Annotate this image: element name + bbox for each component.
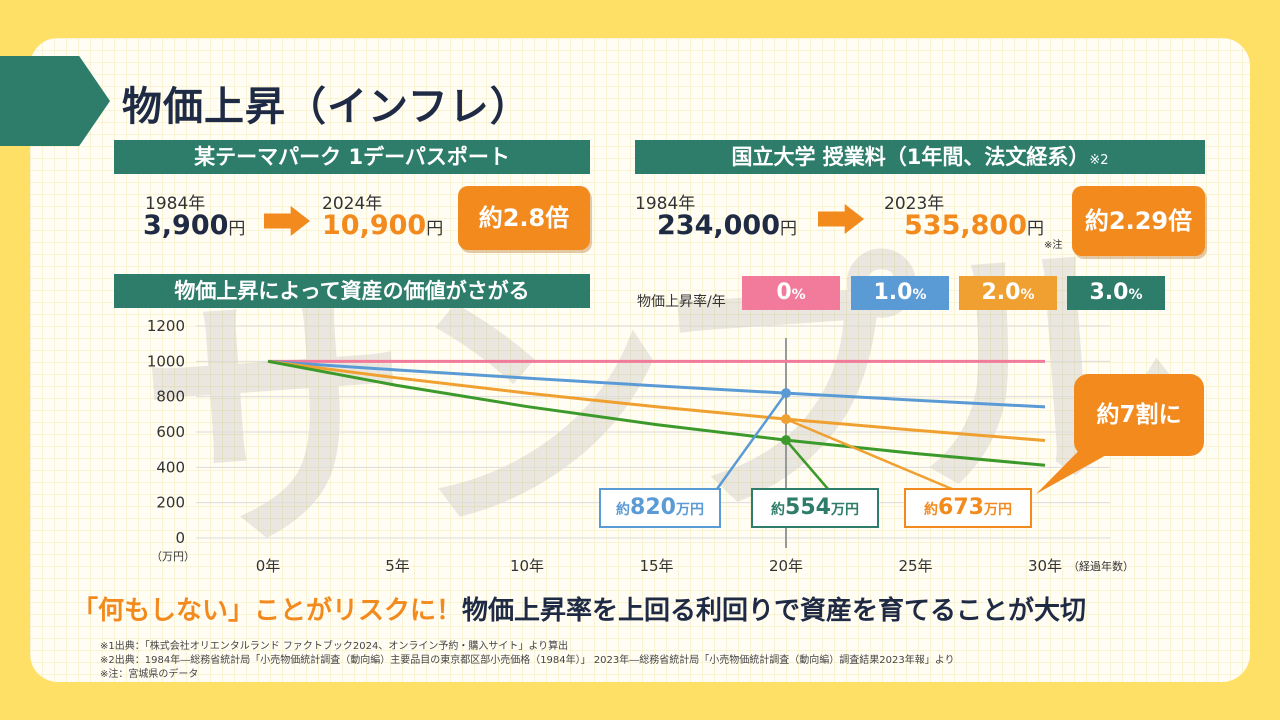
callout-leader-1 [785,439,829,490]
chart-banner-text: 物価上昇によって資産の価値がさがる [174,279,530,303]
tuition-year-to: 2023年 [884,194,945,214]
x-unit-label: （経過年数） [1068,559,1134,573]
y-tick-label: 400 [156,458,185,476]
y-tick-label: 600 [156,423,185,441]
callout-3pct-prefix: 約 [771,502,786,518]
x-tick-label: 0年 [256,557,281,575]
yen-unit: 円 [228,219,246,239]
callout-1pct-prefix: 約 [616,502,631,518]
theme-park-price-from-value: 3,900 [143,210,229,241]
rate-legend-0-value: 0 [776,280,792,305]
y-tick-label: 800 [156,388,185,406]
marker-point-2 [781,414,791,425]
footnote-3: ※注：宮城県のデータ [100,669,199,680]
callout-1pct: 約820万円 [599,488,721,528]
rate-legend-3: 3.0% [1067,276,1165,310]
x-tick-label: 5年 [385,557,410,575]
rate-legend-label: 物価上昇率/年 [637,294,726,310]
tuition-price-from: 234,000円 [657,210,797,241]
x-tick-label: 15年 [639,557,673,575]
theme-park-multiplier-badge: 約2.8倍 [458,186,590,250]
callout-1pct-value: 820 [630,495,676,520]
tuition-price-to-value: 535,800 [904,210,1027,241]
y-tick-label: 1200 [147,317,185,335]
marker-point-3 [781,435,791,446]
rate-legend-2: 2.0% [959,276,1057,310]
yen-unit: 円 [1026,219,1044,239]
seventy-percent-bubble: 約7割に [1074,374,1204,456]
series-line-2 [267,359,1046,442]
rate-legend-1-value: 1.0 [873,280,913,305]
rate-legend-1-suffix: % [912,287,927,303]
callout-3pct: 約554万円 [751,488,879,528]
tuition-banner-text: 国立大学 授業料（1年間、法文経系） [731,145,1090,169]
callout-2pct-suffix: 万円 [983,502,1012,518]
rate-legend-0: 0% [742,276,840,310]
theme-park-banner: 某テーマパーク 1デーパスポート [114,140,590,174]
callout-2pct-value: 673 [938,495,984,520]
footnote-2: ※2出典：1984年―総務省統計局「小売物価統計調査（動向編）主要品目の東京都区… [100,655,955,666]
tuition-price-to: 535,800円 [904,210,1044,241]
footnote-1: ※1出典：「株式会社オリエンタルランド ファクトブック2024、オンライン予約・… [100,641,569,652]
rate-legend-0-suffix: % [791,287,806,303]
tuition-banner: 国立大学 授業料（1年間、法文経系）※2 [635,140,1205,174]
tuition-banner-note: ※2 [1089,153,1109,168]
rate-legend-3-suffix: % [1128,287,1143,303]
y-tick-label: 0 [175,529,185,547]
key-message: 「何もしない」ことがリスクに！物価上昇率を上回る利回りで資産を育てることが大切 [72,590,1086,627]
y-tick-label: 200 [156,494,185,512]
tuition-multiplier-badge: 約2.29倍 [1072,186,1205,256]
y-unit-label: （万円） [151,550,195,563]
theme-park-banner-text: 某テーマパーク 1デーパスポート [194,145,510,169]
key-message-highlight: 「何もしない」ことがリスクに！ [72,596,463,626]
chart-banner: 物価上昇によって資産の価値がさがる [114,274,590,308]
theme-park-price-to-value: 10,900 [322,210,427,241]
callout-2pct-prefix: 約 [924,502,939,518]
theme-park-year-from: 1984年 [145,194,206,214]
yen-unit: 円 [426,219,444,239]
callout-1pct-suffix: 万円 [675,502,704,518]
x-tick-label: 30年 [1028,557,1062,575]
x-tick-label: 20年 [769,557,803,575]
callout-3pct-suffix: 万円 [830,502,859,518]
theme-park-year-to: 2024年 [322,194,383,214]
callout-3pct-value: 554 [785,495,831,520]
x-tick-label: 10年 [510,557,544,575]
callout-2pct: 約673万円 [904,488,1032,528]
rate-legend-2-value: 2.0 [981,280,1021,305]
callout-leader-2 [785,417,953,491]
tuition-year-from: 1984年 [635,194,696,214]
tuition-price-from-value: 234,000 [657,210,780,241]
marker-point-1 [781,388,791,399]
callout-leader-0 [715,392,788,490]
x-tick-label: 25年 [898,557,932,575]
tuition-note: ※注 [1044,240,1063,251]
key-message-rest: 物価上昇率を上回る利回りで資産を育てることが大切 [462,596,1087,626]
series-line-3 [267,359,1046,467]
theme-park-price-to: 10,900円 [322,210,443,241]
theme-park-price-from: 3,900円 [143,210,245,241]
y-tick-label: 1000 [147,352,185,370]
yen-unit: 円 [779,219,797,239]
rate-legend-3-value: 3.0 [1089,280,1129,305]
page-title: 物価上昇（インフレ） [122,84,531,130]
rate-legend-1: 1.0% [851,276,949,310]
rate-legend-2-suffix: % [1020,287,1035,303]
series-line-1 [267,359,1046,409]
